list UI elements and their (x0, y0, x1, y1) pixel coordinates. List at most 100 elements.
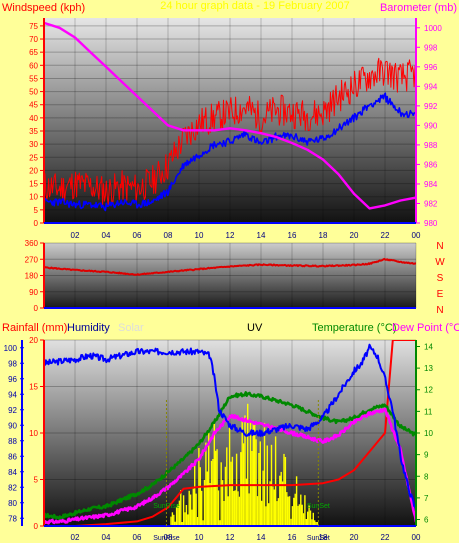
solar-bar (302, 513, 305, 526)
solar-bar (305, 519, 307, 526)
humidity-line (44, 343, 416, 512)
solar-bar (277, 498, 280, 526)
weather-x-tick-label: 08 (164, 533, 173, 542)
barometer-tick-label: 984 (424, 180, 438, 189)
solar-bar (181, 522, 183, 526)
humidity-tick-label: 100 (4, 344, 18, 353)
solar-bar (295, 476, 298, 526)
weather-x-tick-label: 12 (226, 533, 235, 542)
barometer-tick-label: 980 (424, 219, 438, 228)
solar-bar (283, 453, 285, 526)
solar-bar (311, 519, 313, 526)
solar-bar (188, 490, 190, 526)
wind-gust-line (44, 57, 416, 206)
solar-bar (238, 496, 241, 526)
solar-bar (272, 486, 274, 526)
solar-bar (256, 496, 259, 526)
solar-bar (224, 466, 227, 526)
solar-bar (228, 426, 231, 526)
solar-bar (227, 496, 229, 526)
weather-x-tick-label: 06 (133, 533, 142, 542)
wind-x-tick-label: 10 (195, 231, 204, 240)
windspeed-tick-label: 75 (29, 22, 38, 31)
windspeed-tick-label: 50 (29, 88, 38, 97)
solar-bar (304, 495, 306, 526)
solar-bar (205, 442, 207, 526)
wind-x-tick-label: 16 (288, 231, 297, 240)
solar-bar (203, 479, 206, 526)
solar-bar (187, 514, 189, 526)
compass-label: E (437, 289, 444, 300)
windspeed-tick-label: 30 (29, 140, 38, 149)
rainfall-line (44, 340, 416, 526)
solar-bar (199, 467, 201, 526)
solar-bar (209, 483, 211, 526)
solar-bar (301, 504, 303, 526)
humidity-tick-label: 94 (8, 390, 17, 399)
windspeed-tick-label: 65 (29, 48, 38, 57)
rain-tick-label: 0 (34, 522, 39, 531)
windspeed-tick-label: 55 (29, 74, 38, 83)
wind-x-tick-label: 18 (319, 231, 328, 240)
solar-bar (291, 506, 294, 526)
solar-bar (216, 449, 218, 526)
solar-bar (173, 514, 175, 526)
sun-label: SunRise (153, 503, 180, 510)
uv-label: UV (247, 322, 263, 334)
solar-bar (182, 495, 185, 526)
solar-bar (290, 518, 292, 526)
rain-tick-label: 5 (34, 476, 39, 485)
solar-bar (276, 501, 278, 526)
solar-bar (189, 494, 192, 526)
temperature-axis-title: Temperature (°C) (312, 322, 396, 334)
windspeed-tick-label: 40 (29, 114, 38, 123)
temperature-tick-label: 11 (424, 407, 433, 416)
sun-axis-label: SunSet (307, 535, 330, 542)
solar-bar (202, 520, 204, 526)
humidity-tick-label: 98 (8, 359, 17, 368)
temperature-tick-label: 6 (424, 516, 429, 525)
compass-label: W (435, 257, 445, 268)
rain-tick-label: 10 (29, 429, 38, 438)
solar-bar (263, 422, 266, 526)
temperature-tick-label: 9 (424, 451, 429, 460)
windspeed-tick-label: 35 (29, 127, 38, 136)
humidity-tick-label: 84 (8, 468, 17, 477)
barometer-tick-label: 988 (424, 141, 438, 150)
barometer-tick-label: 990 (424, 121, 438, 130)
windspeed-tick-label: 5 (34, 206, 39, 215)
solar-bar (174, 521, 176, 526)
solar-bar (286, 492, 288, 526)
solar-bar (249, 420, 252, 526)
wind-average-line (44, 92, 416, 212)
wind-x-tick-label: 08 (164, 231, 173, 240)
humidity-tick-label: 82 (8, 483, 17, 492)
temperature-tick-label: 7 (424, 494, 429, 503)
barometer-axis-title: Barometer (mb) (380, 2, 457, 14)
wind-x-tick-label: 04 (102, 231, 111, 240)
humidity-tick-label: 86 (8, 452, 17, 461)
solar-bar (184, 512, 186, 526)
solar-bar (217, 490, 220, 526)
solar-bar (307, 511, 309, 526)
direction-tick-label: 360 (25, 239, 39, 248)
solar-bar (234, 490, 236, 526)
humidity-tick-label: 92 (8, 406, 17, 415)
weather-x-tick-label: 14 (257, 533, 266, 542)
solar-bar (312, 512, 314, 526)
solar-bar (171, 512, 174, 526)
solar-bar (226, 447, 228, 526)
humidity-tick-label: 90 (8, 421, 17, 430)
rain-tick-label: 15 (29, 383, 38, 392)
solar-bar (210, 460, 213, 526)
solar-bar (255, 439, 257, 526)
solar-bar (273, 489, 275, 526)
weather-x-tick-label: 18 (319, 533, 328, 542)
solar-bar (259, 441, 261, 526)
solar-bar (170, 516, 172, 526)
solar-bar (213, 420, 215, 526)
solar-bar (195, 493, 197, 526)
wind-x-tick-label: 20 (350, 231, 359, 240)
solar-bar (245, 478, 248, 526)
solar-bar (201, 490, 203, 526)
